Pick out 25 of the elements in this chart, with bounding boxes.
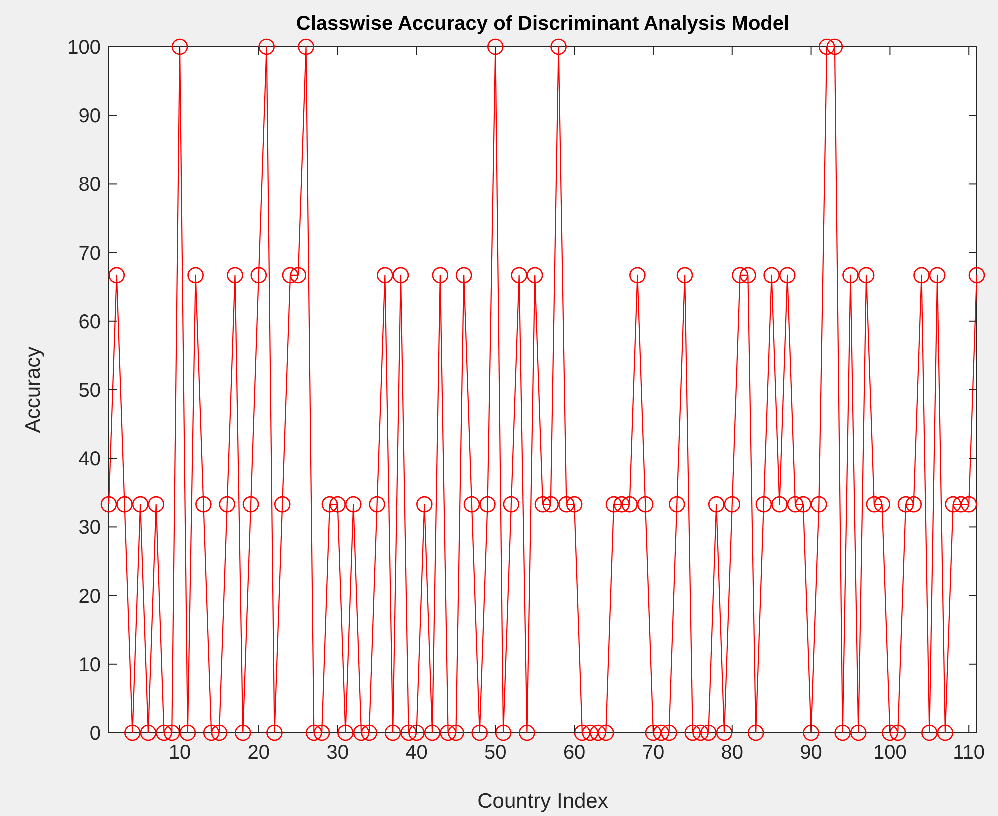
- x-tick-label: 110: [953, 742, 986, 764]
- y-tick-label: 40: [78, 448, 101, 471]
- y-axis-title: Accuracy: [22, 346, 45, 434]
- y-tick-label: 30: [78, 517, 101, 540]
- x-tick-label: 60: [563, 742, 586, 764]
- x-tick-label: 40: [406, 742, 428, 764]
- x-tick-label: 80: [721, 742, 744, 764]
- y-tick-label: 20: [78, 586, 101, 608]
- x-axis-title: Country Index: [478, 790, 609, 813]
- y-tick-label: 80: [78, 174, 101, 196]
- y-tick-label: 60: [78, 311, 101, 334]
- x-tick-label: 20: [248, 742, 270, 764]
- y-tick-label: 10: [78, 654, 101, 676]
- x-tick-label: 90: [800, 742, 822, 764]
- y-tick-label: 50: [78, 380, 101, 402]
- x-tick-label: 10: [168, 742, 192, 764]
- y-tick-label: 90: [78, 106, 101, 128]
- x-tick-label: 30: [326, 742, 349, 764]
- chart-title: Classwise Accuracy of Discriminant Analysis Model: [296, 13, 790, 35]
- y-tick-label: 0: [90, 723, 101, 745]
- x-tick-label: 50: [484, 742, 507, 764]
- x-tick-label: 70: [642, 742, 665, 764]
- y-tick-label: 100: [68, 37, 101, 59]
- y-tick-label: 70: [78, 242, 101, 265]
- x-tick-label: 100: [874, 742, 907, 764]
